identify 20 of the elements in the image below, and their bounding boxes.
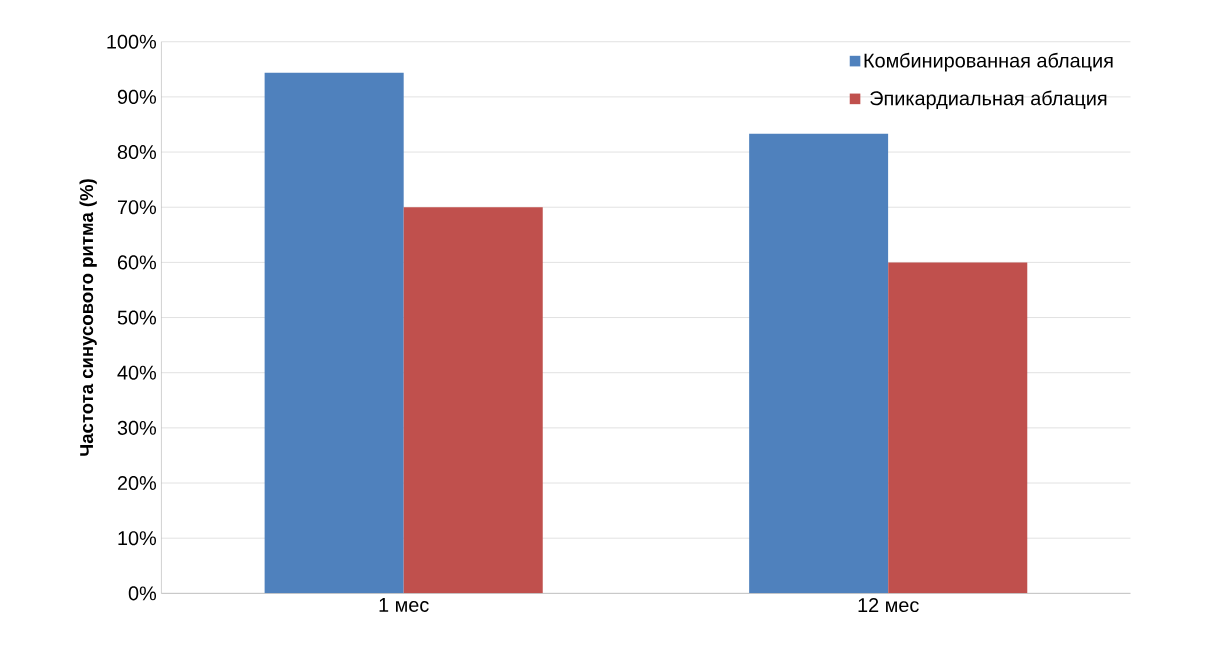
- bar: [749, 133, 889, 594]
- y-tick-label: 0%: [128, 586, 157, 601]
- y-tick-label: 50%: [117, 310, 157, 325]
- bar: [264, 72, 404, 594]
- bar: [403, 207, 543, 594]
- legend-label: Эпикардиальная аблация: [870, 90, 1107, 110]
- y-tick-label: 100%: [107, 34, 157, 49]
- y-tick-label: 60%: [117, 255, 157, 270]
- x-tick-label: 12 мес: [858, 598, 919, 613]
- y-tick-label: 30%: [117, 420, 157, 435]
- y-tick-label: 20%: [117, 475, 157, 491]
- y-tick-label: 90%: [117, 89, 157, 104]
- x-tick-label: 1 мес: [379, 598, 429, 612]
- legend-label: Комбинированная аблация: [864, 52, 1113, 72]
- y-axis-title: Частота синусового ритма (%): [79, 179, 97, 456]
- y-tick-label: 40%: [117, 365, 157, 380]
- y-tick-label: 10%: [118, 531, 157, 546]
- bar: [888, 262, 1028, 594]
- y-tick-label: 80%: [117, 145, 157, 160]
- y-tick-label: 70%: [117, 200, 157, 215]
